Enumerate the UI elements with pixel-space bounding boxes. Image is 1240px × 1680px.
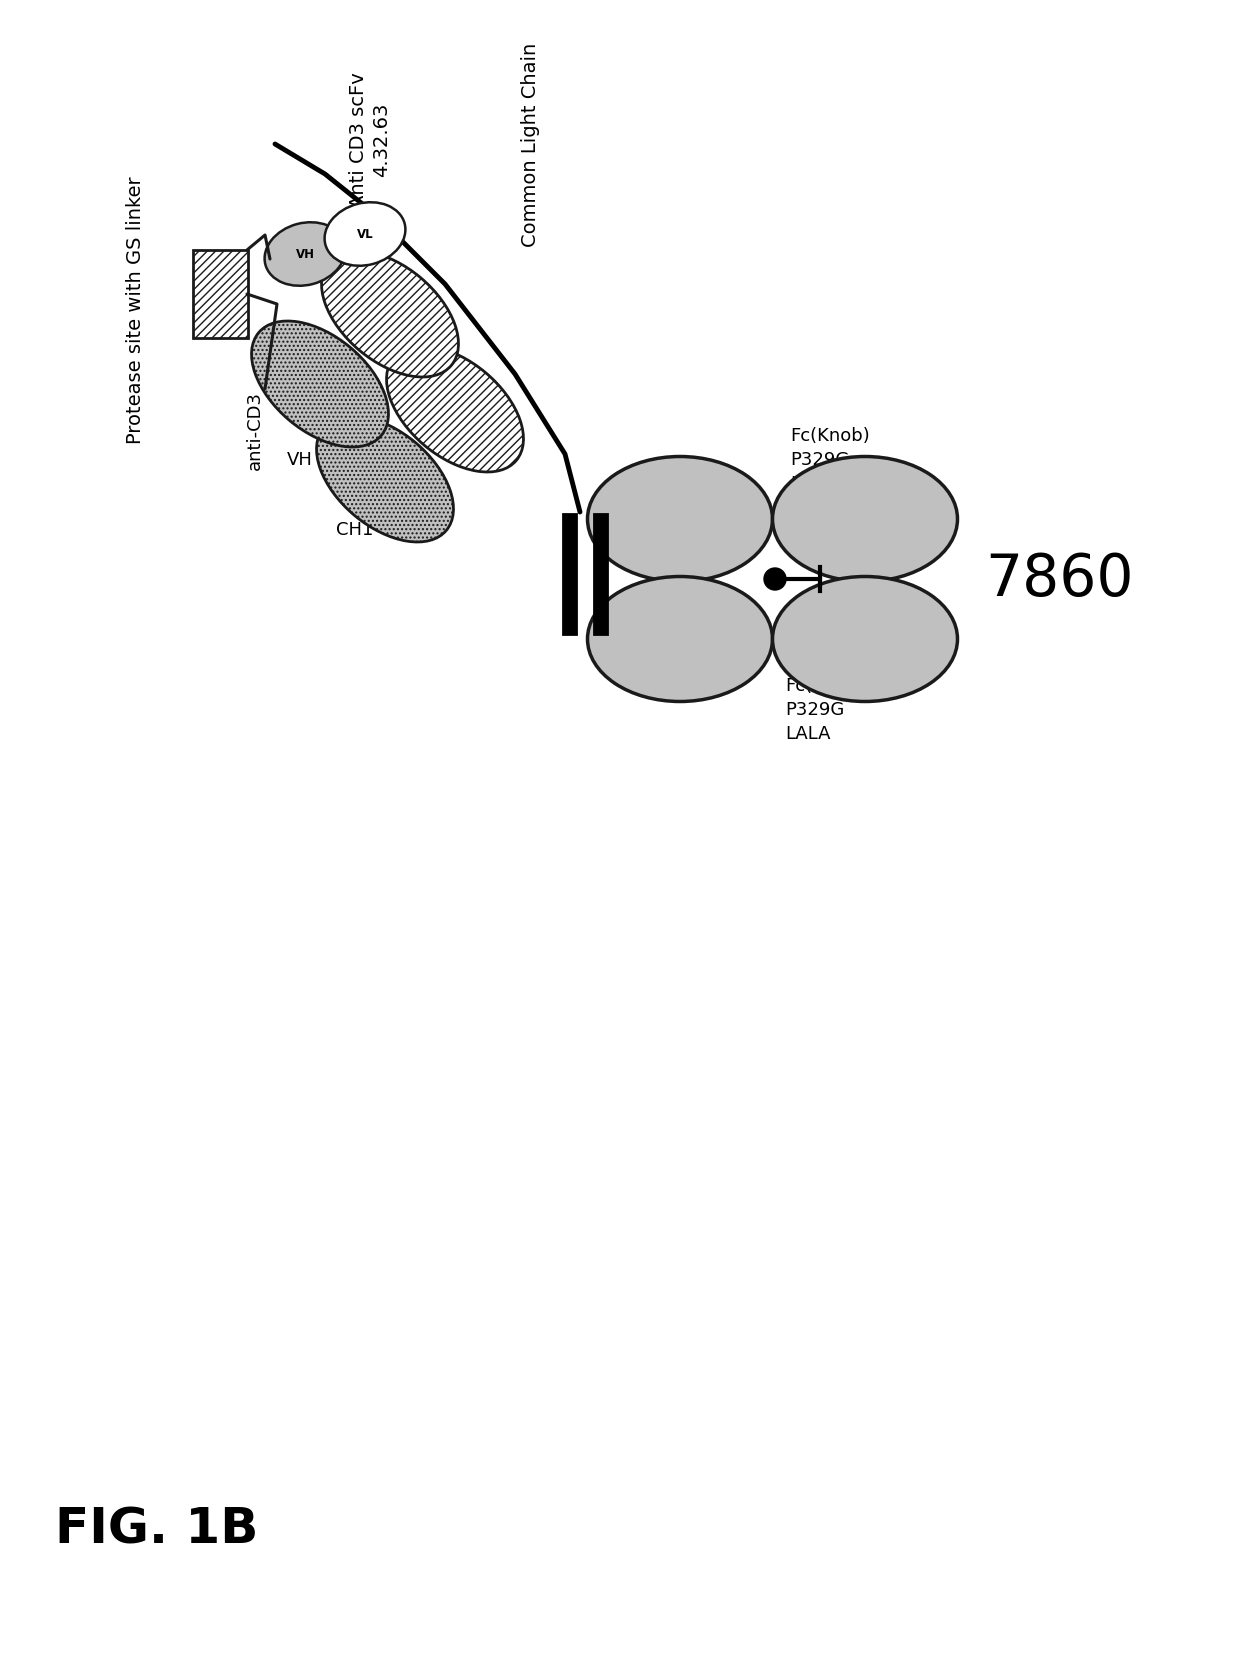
Text: 7860: 7860: [986, 551, 1135, 608]
Ellipse shape: [325, 203, 405, 267]
Text: Anti CD3 scFv
4.32.63: Anti CD3 scFv 4.32.63: [348, 72, 392, 208]
Ellipse shape: [387, 346, 523, 472]
Text: FIG. 1B: FIG. 1B: [55, 1505, 258, 1552]
Bar: [563, 514, 577, 635]
Text: Common Light Chain: Common Light Chain: [521, 44, 539, 247]
Bar: [594, 514, 608, 635]
Ellipse shape: [773, 578, 957, 702]
Ellipse shape: [764, 568, 786, 591]
Text: VL: VL: [357, 228, 373, 242]
Text: Protease site with GS linker: Protease site with GS linker: [125, 176, 145, 444]
Text: CH1: CH1: [336, 521, 373, 539]
Ellipse shape: [588, 578, 773, 702]
Ellipse shape: [252, 323, 388, 449]
Ellipse shape: [264, 223, 346, 287]
Ellipse shape: [316, 417, 454, 543]
Text: Fc(Hole)
P329G
LALA: Fc(Hole) P329G LALA: [785, 677, 859, 743]
Text: VH: VH: [288, 450, 312, 469]
Ellipse shape: [321, 252, 459, 378]
Ellipse shape: [588, 457, 773, 583]
Text: Fc(Knob)
P329G
LALA: Fc(Knob) P329G LALA: [790, 427, 869, 492]
Bar: [193, 250, 248, 339]
Text: VH: VH: [295, 249, 315, 262]
Text: anti-CD3: anti-CD3: [246, 390, 264, 469]
Ellipse shape: [773, 457, 957, 583]
